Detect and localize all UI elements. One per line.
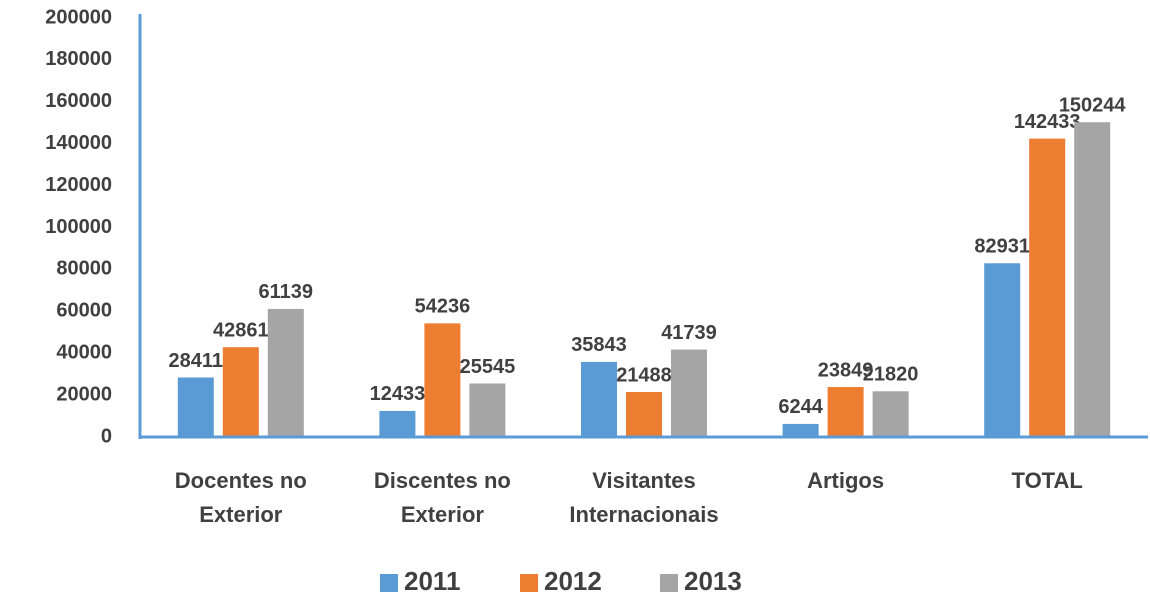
data-label: 41739 — [661, 322, 717, 344]
bar — [872, 391, 909, 437]
y-tick-label: 200000 — [45, 6, 112, 28]
bar — [379, 410, 416, 437]
bar — [267, 308, 304, 437]
y-tick-label: 100000 — [45, 216, 112, 238]
y-tick-label: 160000 — [45, 90, 112, 112]
data-label: 28411 — [169, 350, 224, 372]
bar — [671, 349, 707, 437]
data-label: 42861 — [213, 319, 269, 341]
legend-label: 2013 — [684, 566, 742, 596]
y-tick-label: 40000 — [56, 341, 112, 363]
data-label: 150244 — [1059, 95, 1127, 117]
data-label: 23849 — [818, 359, 874, 381]
data-label: 82931 — [974, 236, 1030, 258]
bar — [222, 347, 259, 437]
data-label: 54236 — [415, 296, 471, 318]
legend-swatch — [380, 574, 398, 592]
bar — [177, 377, 214, 437]
y-tick-label: 120000 — [45, 174, 112, 196]
x-tick-label: Discentes no Exterior — [373, 468, 511, 527]
y-tick-label: 20000 — [56, 383, 112, 405]
data-label: 142433 — [1014, 111, 1081, 133]
bar — [469, 383, 506, 437]
bar — [424, 323, 461, 437]
bar — [1074, 122, 1111, 437]
legend-swatch — [520, 574, 538, 592]
bar — [827, 387, 864, 437]
y-tick-label: 0 — [101, 425, 112, 447]
data-label: 61139 — [259, 281, 314, 303]
bar — [782, 423, 819, 437]
legend-label: 2012 — [544, 566, 602, 596]
data-label: 21820 — [863, 364, 919, 386]
x-tick-label: Visitantes Internacionais — [569, 468, 719, 527]
bar — [626, 391, 662, 437]
legend-swatch — [660, 574, 678, 592]
y-tick-label: 140000 — [45, 132, 112, 154]
bar — [1029, 138, 1066, 438]
data-label: 21488 — [616, 364, 672, 386]
y-tick-label: 180000 — [45, 48, 112, 70]
y-tick-label: 80000 — [56, 258, 112, 280]
x-tick-label: TOTAL — [1011, 468, 1083, 493]
legend-label: 2011 — [404, 566, 460, 596]
bar — [581, 361, 617, 437]
x-tick-label: Docentes no Exterior — [174, 468, 307, 527]
x-tick-label: Artigos — [807, 468, 885, 493]
data-label: 12433 — [370, 383, 426, 405]
y-tick-label: 60000 — [56, 300, 112, 322]
data-label: 25545 — [460, 356, 516, 378]
data-label: 35843 — [571, 334, 627, 356]
bar — [984, 263, 1021, 437]
data-label: 6244 — [778, 396, 823, 418]
